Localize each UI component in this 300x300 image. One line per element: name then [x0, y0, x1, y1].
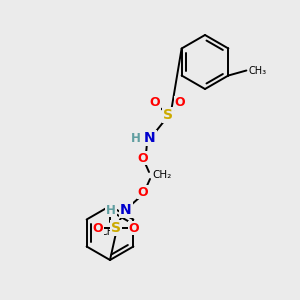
- Text: O: O: [175, 97, 185, 110]
- Text: O: O: [138, 152, 148, 164]
- Text: S: S: [163, 108, 173, 122]
- Text: CH₃: CH₃: [101, 227, 119, 237]
- Text: O: O: [129, 221, 139, 235]
- Text: H: H: [131, 131, 141, 145]
- Text: H: H: [106, 203, 116, 217]
- Text: CH₃: CH₃: [248, 65, 266, 76]
- Text: S: S: [111, 221, 121, 235]
- Text: N: N: [144, 131, 156, 145]
- Text: N: N: [120, 203, 132, 217]
- Text: O: O: [150, 97, 160, 110]
- Text: CH₂: CH₂: [152, 170, 171, 180]
- Text: O: O: [93, 221, 103, 235]
- Text: O: O: [138, 185, 148, 199]
